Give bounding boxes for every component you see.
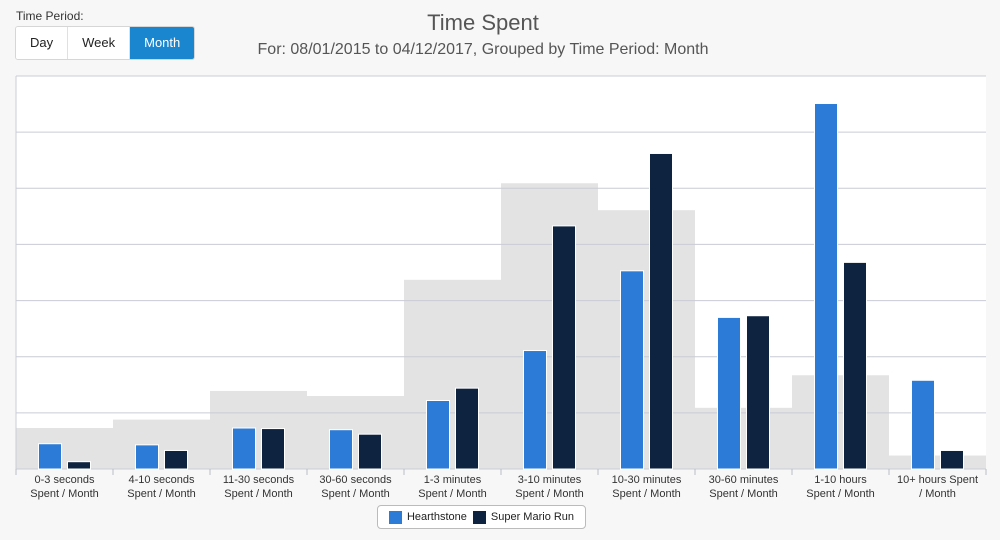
bar-super-mario-run xyxy=(843,261,867,470)
legend-label-super-mario-run: Super Mario Run xyxy=(490,511,575,523)
bar-hearthstone xyxy=(717,316,741,470)
bar-super-mario-run xyxy=(164,449,188,470)
period-day-button[interactable]: Day xyxy=(16,27,69,59)
x-tick-label: 3-10 minutes Spent / Month xyxy=(515,474,584,500)
bar-hearthstone xyxy=(329,429,353,470)
time-period-toggle: Day Week Month xyxy=(15,26,196,60)
bar-super-mario-run xyxy=(552,225,576,470)
legend-label-hearthstone: Hearthstone xyxy=(406,511,467,523)
background-area-step xyxy=(307,396,404,469)
bar-super-mario-run xyxy=(746,315,770,470)
x-tick-label: 4-10 seconds Spent / Month xyxy=(127,474,196,500)
bar-hearthstone xyxy=(620,270,644,470)
background-area-step xyxy=(501,183,598,470)
bar-hearthstone xyxy=(814,103,838,470)
bar-super-mario-run xyxy=(67,461,91,470)
chart-subtitle: For: 08/01/2015 to 04/12/2017, Grouped b… xyxy=(257,41,709,58)
period-month-button[interactable]: Month xyxy=(130,27,195,59)
background-area-step xyxy=(695,407,792,469)
background-area-step xyxy=(598,210,695,469)
x-tick-label: 10+ hours Spent / Month xyxy=(897,474,978,500)
x-tick-label: 10-30 minutes Spent / Month xyxy=(612,474,682,500)
bar-hearthstone xyxy=(38,443,62,470)
time-period-label: Time Period: xyxy=(16,9,84,23)
bar-hearthstone xyxy=(426,400,450,470)
x-tick-label: 1-10 hours Spent / Month xyxy=(806,474,875,500)
bar-hearthstone xyxy=(232,427,256,470)
x-tick-label: 11-30 seconds Spent / Month xyxy=(223,474,295,500)
legend-item-super-mario-run[interactable]: Super Mario Run xyxy=(472,510,575,524)
background-area-step xyxy=(210,390,307,469)
bar-super-mario-run xyxy=(940,449,964,470)
x-tick-label: 30-60 seconds Spent / Month xyxy=(319,474,392,500)
chart-legend: Hearthstone Super Mario Run xyxy=(377,505,586,529)
bar-super-mario-run xyxy=(358,433,382,470)
x-tick-label: 30-60 minutes Spent / Month xyxy=(709,474,779,500)
background-area-step xyxy=(16,428,113,469)
bar-super-mario-run xyxy=(455,387,479,470)
bar-hearthstone xyxy=(911,379,935,470)
legend-swatch-super-mario-run xyxy=(472,510,486,524)
bar-super-mario-run xyxy=(649,152,673,470)
bar-hearthstone xyxy=(135,444,159,470)
x-tick-label: 0-3 seconds Spent / Month xyxy=(30,474,99,500)
background-area-step xyxy=(889,455,986,469)
legend-item-hearthstone[interactable]: Hearthstone xyxy=(388,510,467,524)
chart-title: Time Spent xyxy=(427,10,539,35)
period-week-button[interactable]: Week xyxy=(68,27,131,59)
x-tick-label: 1-3 minutes Spent / Month xyxy=(418,474,487,500)
legend-swatch-hearthstone xyxy=(388,510,402,524)
background-area-step xyxy=(113,419,210,469)
bar-super-mario-run xyxy=(261,428,285,470)
background-area-step xyxy=(792,375,889,469)
background-area-step xyxy=(404,279,501,469)
bar-hearthstone xyxy=(523,350,547,470)
